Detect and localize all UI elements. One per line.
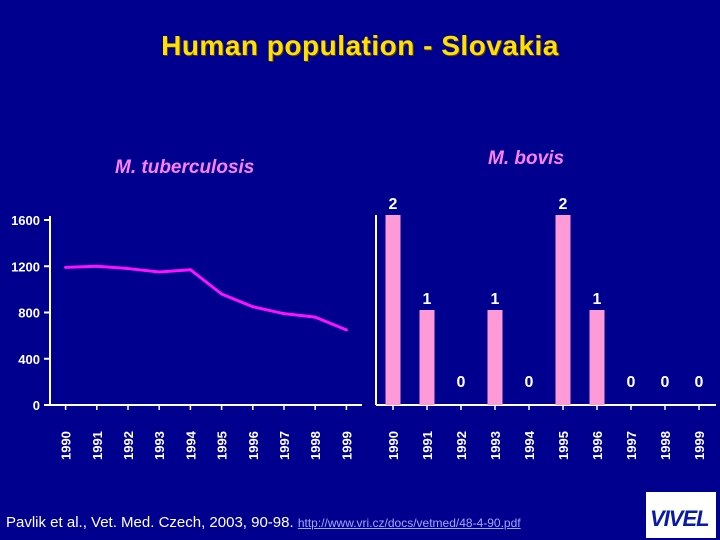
x-tick-label: 1990 <box>59 431 74 460</box>
x-tick-label: 1997 <box>624 431 639 460</box>
data-point <box>313 315 317 319</box>
tuberculosis-series-line <box>65 264 347 332</box>
bovis-title: M. bovis <box>488 148 564 169</box>
tuberculosis-title: M. tuberculosis <box>115 157 254 178</box>
bar <box>487 310 503 405</box>
bar <box>385 215 401 405</box>
tuberculosis-chart: M. tuberculosis 0 400 800 1200 1600 1990 1991 19… <box>11 157 362 460</box>
data-point <box>282 312 286 316</box>
x-tick-label: 1993 <box>152 431 167 460</box>
y-tick-label: 1600 <box>11 213 40 228</box>
data-label: 0 <box>627 374 636 391</box>
x-tick-label: 1995 <box>556 431 571 460</box>
x-tick-label: 1996 <box>590 431 605 460</box>
y-tick-label: 1200 <box>11 259 40 274</box>
x-tick-label: 1997 <box>277 431 292 460</box>
x-tick-label: 1995 <box>215 431 230 460</box>
x-tick-label: 1990 <box>386 431 401 460</box>
bar <box>419 310 435 405</box>
x-tick-label: 1998 <box>658 431 673 460</box>
bar <box>589 310 605 405</box>
x-tick-label: 1994 <box>183 430 198 460</box>
bar <box>555 215 571 405</box>
data-label: 2 <box>389 196 398 213</box>
x-tick-label: 1998 <box>308 431 323 460</box>
slide-title: Human population - Slovakia <box>161 30 559 61</box>
citation-text: Pavlik et al., Vet. Med. Czech, 2003, 90… <box>6 514 294 531</box>
x-tick-label: 1999 <box>339 431 354 460</box>
data-label: 0 <box>457 374 466 391</box>
data-label: 0 <box>695 374 704 391</box>
bovis-chart: M. bovis 2 1990 1 1991 0 1992 1 1993 0 1994 2 1995 1 1… <box>375 148 716 460</box>
data-point <box>126 267 130 271</box>
data-point <box>188 268 192 272</box>
data-label: 0 <box>661 374 670 391</box>
data-label: 1 <box>491 291 500 308</box>
y-tick-label: 800 <box>18 306 40 321</box>
data-point <box>64 265 68 269</box>
data-point <box>220 292 224 296</box>
data-label: 1 <box>593 291 602 308</box>
x-tick-label: 1992 <box>454 431 469 460</box>
data-label: 0 <box>525 374 534 391</box>
x-tick-label: 1996 <box>246 431 261 460</box>
data-point <box>157 270 161 274</box>
data-point <box>344 328 348 332</box>
y-tick-label: 400 <box>18 352 40 367</box>
x-tick-label: 1991 <box>420 431 435 460</box>
data-point <box>251 305 255 309</box>
x-tick-label: 1993 <box>488 431 503 460</box>
x-tick-label: 1994 <box>522 430 537 460</box>
x-tick-label: 1992 <box>121 431 136 460</box>
data-label: 1 <box>423 291 432 308</box>
vivel-logo: VIVEL <box>646 492 716 538</box>
y-tick-label: 0 <box>33 398 40 413</box>
data-point <box>95 264 99 268</box>
source-link[interactable]: http://www.vri.cz/docs/vetmed/48-4-90.pd… <box>297 516 521 530</box>
footer-citation: Pavlik et al., Vet. Med. Czech, 2003, 90… <box>6 514 521 531</box>
logo-text: VIVEL <box>650 506 710 531</box>
data-label: 2 <box>559 196 568 213</box>
x-tick-label: 1999 <box>692 431 707 460</box>
x-tick-label: 1991 <box>90 431 105 460</box>
